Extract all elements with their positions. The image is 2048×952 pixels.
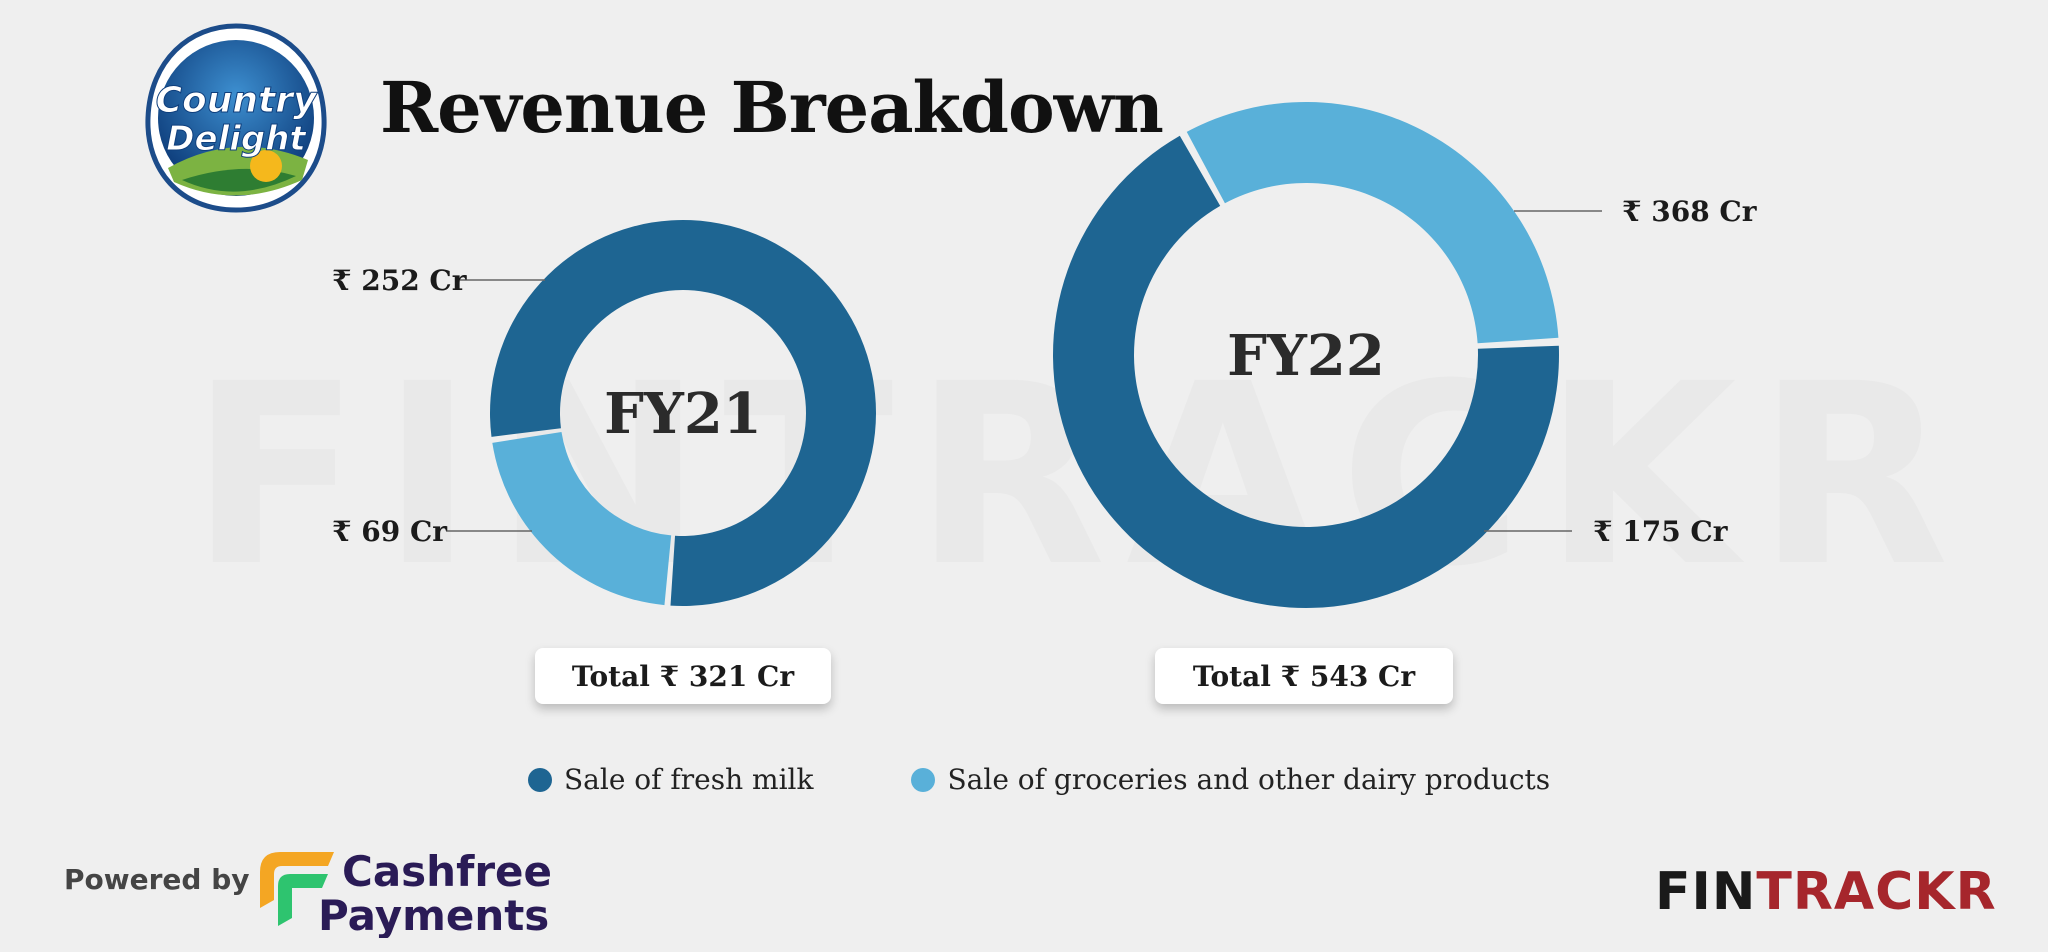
cashfree-payments-logo: Cashfree Payments bbox=[260, 847, 552, 938]
total-fy21-badge: Total ₹ 321 Cr bbox=[535, 648, 831, 704]
legend-swatch-dark bbox=[528, 767, 552, 792]
svg-text:Cashfree: Cashfree bbox=[342, 847, 552, 896]
legend-label: Sale of groceries and other dairy produc… bbox=[947, 763, 1551, 796]
donut-slice-fresh-milk bbox=[1053, 135, 1559, 608]
legend-item-groceries: Sale of groceries and other dairy produc… bbox=[911, 763, 1550, 796]
chart-legend: Sale of fresh milk Sale of groceries and… bbox=[528, 763, 1550, 796]
donut-chart-fy21: FY21 ₹ 252 Cr ₹ 69 Cr bbox=[332, 220, 876, 606]
fintrackr-trackr: TRACKR bbox=[1756, 862, 1997, 922]
legend-item-fresh-milk: Sale of fresh milk bbox=[528, 763, 813, 796]
svg-text:Delight: Delight bbox=[166, 119, 307, 159]
svg-text:Payments: Payments bbox=[318, 891, 549, 938]
donut-slice-groceries bbox=[492, 432, 672, 606]
powered-by-label: Powered by bbox=[64, 863, 250, 896]
data-label-groceries: ₹ 175 Cr bbox=[1593, 515, 1729, 548]
page-title: Revenue Breakdown bbox=[380, 66, 1164, 149]
donut-center-label: FY22 bbox=[1227, 323, 1385, 389]
legend-swatch-light bbox=[911, 767, 936, 792]
donut-chart-fy22: FY22 ₹ 368 Cr ₹ 175 Cr bbox=[1053, 102, 1758, 608]
donut-center-label: FY21 bbox=[604, 381, 762, 447]
data-label-fresh-milk: ₹ 368 Cr bbox=[1622, 195, 1758, 228]
svg-text:Country: Country bbox=[156, 80, 318, 121]
donut-slice-groceries bbox=[1186, 102, 1559, 344]
total-fy22-badge: Total ₹ 543 Cr bbox=[1155, 648, 1453, 704]
country-delight-logo: Country Delight bbox=[145, 23, 327, 213]
fintrackr-fin: FIN bbox=[1655, 862, 1757, 922]
fintrackr-logo: FINTRACKR bbox=[1655, 862, 1997, 922]
legend-label: Sale of fresh milk bbox=[564, 763, 814, 796]
data-label-groceries: ₹ 69 Cr bbox=[332, 515, 448, 548]
data-label-fresh-milk: ₹ 252 Cr bbox=[332, 264, 468, 297]
donut-slice-fresh-milk bbox=[490, 220, 876, 606]
